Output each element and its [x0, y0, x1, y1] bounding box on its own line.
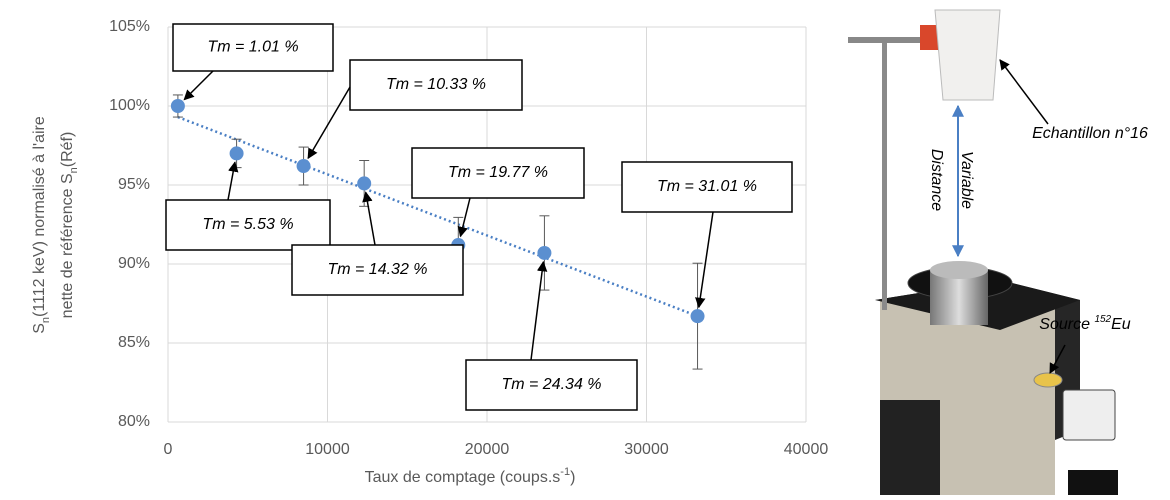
sample-arrow	[999, 59, 1049, 125]
annotation-box	[349, 59, 523, 111]
y-tick-label: 100%	[109, 97, 150, 114]
annotation-arrow	[362, 191, 376, 246]
y-tick-label: 90%	[118, 255, 150, 272]
y-axis-title-part: n	[40, 317, 52, 323]
detector-side	[880, 400, 940, 495]
distance-label: Distance	[928, 149, 945, 211]
x-axis-title-part: Taux de comptage (coups.s	[365, 469, 561, 486]
cylinder-top	[930, 261, 988, 279]
x-tick-label: 30000	[624, 441, 669, 458]
source-label-part: 152	[1094, 314, 1111, 325]
sample-label: Echantillon n°16	[1032, 125, 1148, 142]
annotation-arrow	[183, 70, 214, 101]
annotation: Tm = 10.33 %	[386, 76, 486, 93]
point	[357, 176, 372, 191]
source-label-part: Source	[1039, 316, 1094, 333]
x-axis-title-part: -1	[560, 466, 570, 478]
annotation: Tm = 14.32 %	[327, 261, 427, 278]
annotation-box	[165, 199, 331, 251]
annotation-arrow	[307, 86, 351, 160]
y-axis-title-part: (Réf)	[59, 132, 76, 168]
y-tick-label: 85%	[118, 334, 150, 351]
handle	[1068, 470, 1118, 495]
x-tick-label: 20000	[465, 441, 510, 458]
annotation-arrow	[695, 211, 714, 309]
source-arrow	[1049, 344, 1066, 374]
y-tick-label: 95%	[118, 176, 150, 193]
y-axis-title: Sn(1112 keV) normalisé à l'aire	[31, 116, 52, 334]
source	[1033, 372, 1063, 388]
y-axis-title-part: S	[31, 323, 48, 334]
source-label: Source 152Eu	[1039, 314, 1131, 333]
panel	[1062, 389, 1116, 441]
y-tick-label: 80%	[118, 413, 150, 430]
point	[229, 146, 244, 161]
annotation-box	[465, 359, 638, 411]
point	[537, 245, 552, 260]
y-axis-title-part: nette de référence S	[59, 173, 76, 318]
y-axis-title: nette de référence Sn(Réf)	[59, 132, 80, 319]
y-axis-title-part: n	[68, 167, 80, 173]
point	[170, 99, 185, 113]
annotation-box	[291, 244, 464, 296]
annotation: Tm = 1.01 %	[207, 39, 298, 56]
point	[690, 309, 705, 324]
pole	[882, 40, 887, 310]
y-tick-label: 105%	[109, 18, 150, 35]
x-tick-label: 0	[164, 441, 173, 458]
annotation-arrow	[530, 260, 548, 361]
annotation: Tm = 19.77 %	[448, 164, 548, 181]
annotation: Tm = 24.34 %	[501, 376, 601, 393]
annotation-box	[621, 161, 793, 213]
photo	[848, 9, 1118, 495]
y-axis-title-part: (1112 keV) normalisé à l'aire	[31, 116, 48, 317]
x-axis-title: Taux de comptage (coups.s-1)	[365, 466, 576, 486]
annotation-arrow	[227, 161, 239, 201]
point	[296, 159, 311, 174]
annotation: Tm = 5.53 %	[202, 216, 293, 233]
source-label-part: Eu	[1111, 316, 1131, 333]
distance-label: Variable	[958, 151, 975, 209]
x-tick-label: 40000	[784, 441, 829, 458]
x-tick-label: 10000	[305, 441, 350, 458]
annotation: Tm = 31.01 %	[657, 178, 757, 195]
beaker	[934, 9, 1001, 101]
annotation-box	[411, 147, 585, 199]
cylinder	[930, 270, 988, 325]
arm	[848, 37, 948, 43]
x-axis-title-part: )	[570, 469, 575, 486]
annotation-arrow	[457, 197, 471, 238]
annotation-box	[172, 23, 334, 72]
